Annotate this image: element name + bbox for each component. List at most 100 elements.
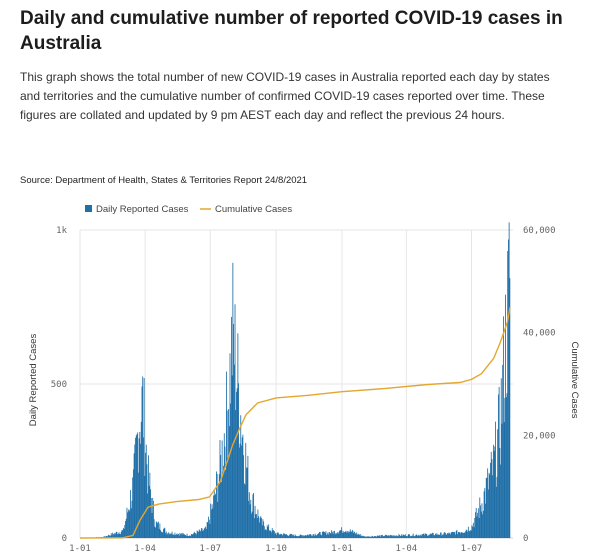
daily-bar	[346, 532, 348, 538]
daily-bar	[165, 533, 167, 538]
daily-bar	[341, 527, 343, 538]
daily-bar	[165, 531, 167, 538]
daily-bar	[257, 509, 259, 538]
daily-bar	[473, 527, 475, 538]
daily-bar	[326, 533, 328, 538]
daily-bar	[354, 531, 355, 538]
daily-bar	[127, 509, 129, 538]
daily-bar	[399, 535, 401, 538]
daily-bar	[411, 535, 413, 538]
daily-bar	[352, 531, 354, 538]
daily-bar	[420, 536, 422, 538]
daily-bar	[278, 533, 280, 538]
daily-bar	[180, 534, 182, 538]
daily-bar	[119, 533, 121, 538]
cumulative-line	[79, 306, 511, 539]
daily-bar	[349, 531, 350, 538]
daily-bar	[386, 534, 388, 538]
daily-bar	[252, 494, 254, 538]
daily-bar	[242, 434, 244, 538]
y-tick-label: 1k	[56, 226, 67, 236]
daily-bar	[270, 530, 272, 538]
daily-bar	[152, 497, 154, 538]
daily-bar	[470, 530, 471, 538]
daily-bar	[319, 532, 321, 538]
daily-bar	[221, 440, 223, 538]
daily-bar	[404, 535, 406, 538]
daily-bar	[379, 536, 381, 538]
daily-bar	[144, 475, 146, 538]
daily-bar	[316, 534, 318, 538]
daily-bar	[282, 534, 284, 538]
daily-bar	[446, 534, 448, 538]
daily-bar	[141, 386, 143, 538]
daily-bar	[254, 505, 256, 538]
daily-bar	[373, 536, 375, 538]
daily-bar	[376, 536, 378, 538]
daily-bar	[146, 464, 148, 538]
daily-bar	[360, 536, 362, 538]
daily-bar	[287, 535, 289, 538]
daily-bar	[417, 535, 419, 538]
daily-bar	[480, 511, 482, 538]
daily-bar	[367, 536, 369, 538]
daily-bar	[413, 536, 415, 538]
daily-bar	[288, 535, 290, 538]
daily-bar	[401, 534, 403, 538]
daily-bar	[158, 528, 160, 538]
daily-bar	[447, 533, 449, 538]
daily-bar	[490, 451, 492, 538]
daily-bar	[279, 534, 281, 538]
daily-bar	[205, 528, 207, 538]
daily-bar	[424, 533, 426, 538]
y2-tick-label: 40,000	[523, 329, 556, 339]
daily-bar	[301, 535, 303, 538]
daily-bar	[278, 534, 280, 538]
daily-bar	[317, 533, 319, 538]
x-tick-label: 1-07	[199, 544, 221, 552]
daily-bar	[184, 535, 186, 538]
daily-bar	[445, 532, 446, 538]
page-title: Daily and cumulative number of reported …	[20, 8, 563, 54]
daily-bar	[333, 531, 335, 538]
daily-bar	[503, 422, 505, 538]
daily-bar	[135, 437, 136, 538]
daily-bar	[191, 534, 193, 538]
daily-bar	[475, 507, 477, 538]
daily-bar	[454, 532, 456, 538]
daily-bar	[248, 500, 250, 538]
daily-bar	[296, 536, 298, 538]
daily-bar	[216, 473, 218, 538]
daily-bar	[361, 535, 363, 538]
daily-bar	[385, 535, 387, 538]
daily-bar	[377, 536, 379, 538]
daily-bar	[321, 535, 323, 538]
daily-bar	[444, 532, 446, 538]
daily-bar	[351, 529, 353, 538]
daily-bar	[127, 512, 129, 538]
daily-bar	[241, 437, 243, 538]
daily-bar	[193, 533, 194, 538]
daily-bar	[458, 532, 460, 538]
daily-bar	[224, 446, 226, 538]
daily-bar	[248, 492, 250, 538]
daily-bar	[449, 533, 451, 538]
daily-bar	[110, 535, 111, 538]
daily-bar	[238, 383, 240, 538]
daily-bar	[168, 534, 170, 538]
daily-bar	[156, 522, 158, 538]
daily-bar	[286, 534, 287, 538]
daily-bar	[336, 533, 338, 538]
daily-bar	[507, 239, 509, 538]
daily-bar	[384, 535, 386, 538]
daily-bar	[422, 534, 424, 538]
daily-bar	[109, 535, 111, 538]
daily-bar	[414, 535, 416, 538]
daily-bar	[344, 531, 345, 538]
daily-bar	[142, 437, 144, 538]
daily-bar	[423, 533, 425, 538]
daily-bar	[265, 529, 267, 538]
daily-bar	[166, 534, 168, 538]
daily-bar	[364, 536, 365, 538]
daily-bar	[132, 477, 134, 538]
